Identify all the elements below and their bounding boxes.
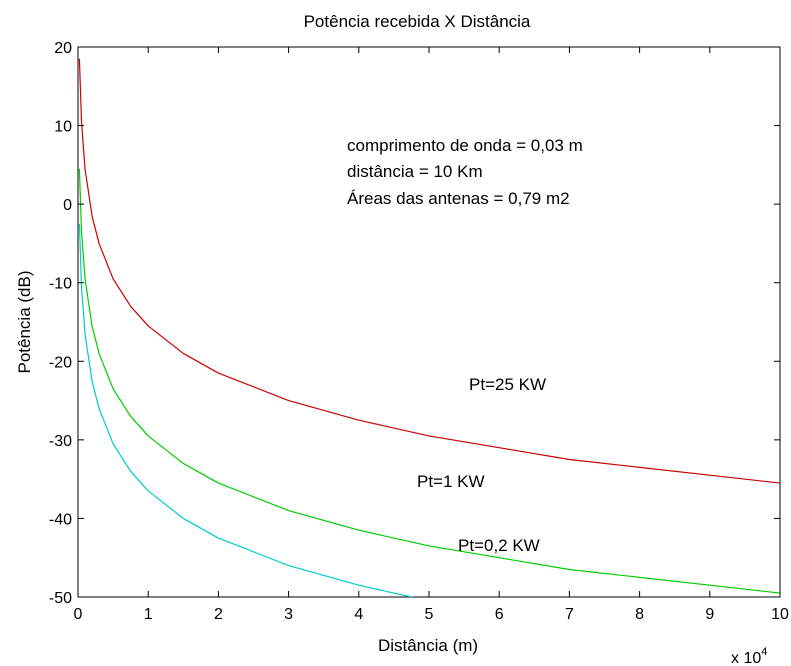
x-tick-label: 10 — [771, 606, 789, 623]
x-tick-label: 1 — [144, 606, 153, 623]
series-line-1 — [78, 168, 780, 594]
series-label-0-2kw: Pt=0,2 KW — [458, 536, 540, 555]
y-tick-label: -30 — [49, 433, 72, 450]
annotation-distance: distância = 10 Km — [347, 162, 483, 181]
annotation-block: comprimento de onda = 0,03 m distância =… — [347, 136, 583, 208]
y-tick-label: 0 — [63, 197, 72, 214]
x-multiplier-exponent: 4 — [761, 646, 767, 658]
x-tick-label: 4 — [354, 606, 363, 623]
x-tick-label: 6 — [495, 606, 504, 623]
y-axis: 20 10 0 -10 -20 -30 -40 -50 — [49, 40, 780, 607]
x-tick-label: 3 — [284, 606, 293, 623]
y-tick-label: -40 — [49, 511, 72, 528]
x-tick-label: 7 — [565, 606, 574, 623]
y-tick-label: -10 — [49, 276, 72, 293]
series-line-2 — [78, 223, 415, 597]
x-axis-label: Distância (m) — [378, 636, 478, 655]
x-axis-multiplier: x 104 — [731, 646, 767, 666]
x-tick-label: 9 — [705, 606, 714, 623]
x-tick-label: 5 — [425, 606, 434, 623]
y-tick-label: -20 — [49, 354, 72, 371]
y-tick-label: 10 — [54, 119, 72, 136]
series-layer — [78, 58, 780, 597]
x-tick-label: 0 — [74, 606, 83, 623]
annotation-antenna-area: Áreas das antenas = 0,79 m2 — [347, 189, 570, 208]
series-label-1kw: Pt=1 KW — [417, 472, 485, 491]
x-axis: 0 1 2 3 4 5 6 7 8 9 10 — [74, 47, 789, 623]
plot-area — [77, 46, 781, 598]
x-tick-label: 8 — [635, 606, 644, 623]
x-multiplier-base: x 10 — [731, 650, 761, 666]
annotation-wavelength: comprimento de onda = 0,03 m — [347, 136, 583, 155]
plot-region — [78, 58, 780, 597]
y-tick-label: 20 — [54, 40, 72, 57]
x-tick-label: 2 — [214, 606, 223, 623]
chart-title: Potência recebida X Distância — [304, 12, 531, 31]
series-line-0 — [78, 58, 780, 484]
series-label-25kw: Pt=25 KW — [469, 375, 546, 394]
y-tick-label: -50 — [49, 590, 72, 607]
y-axis-label: Potência (dB) — [15, 271, 34, 374]
